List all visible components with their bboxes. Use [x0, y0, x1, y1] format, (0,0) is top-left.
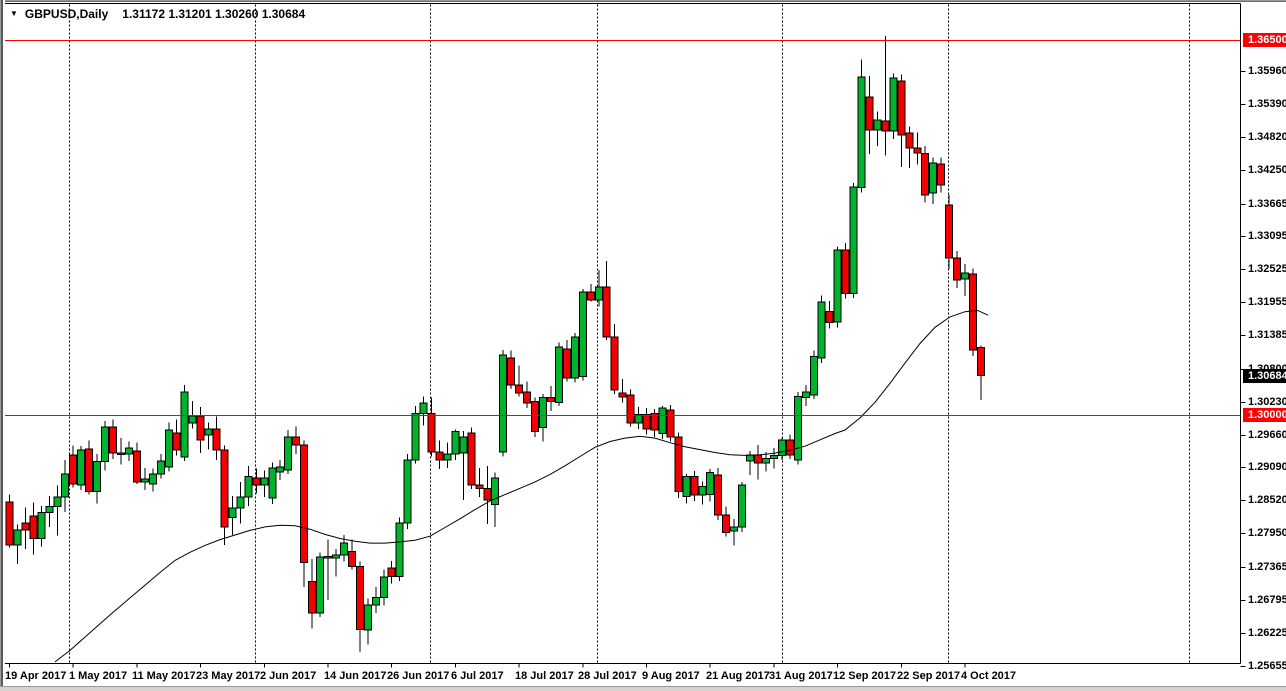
date-tick-label: 4 Oct 2017 [961, 670, 1017, 682]
price-tick-label: 1.35390 [1248, 98, 1286, 110]
price-tick-label: 1.34820 [1248, 131, 1286, 143]
date-tick-label: 1 May 2017 [69, 670, 128, 682]
date-tick-label: 21 Aug 2017 [706, 670, 770, 682]
price-tick-label: 1.33095 [1248, 230, 1286, 242]
window-top-edge [0, 0, 1286, 2]
price-tick-label: 1.26795 [1248, 594, 1286, 606]
price-tick-label: 1.30230 [1248, 396, 1286, 408]
date-tick-label: 11 May 2017 [132, 670, 196, 682]
hline-price-badge-1-36500: 1.36500 [1243, 33, 1286, 47]
date-tick-label: 19 Apr 2017 [5, 670, 67, 682]
price-tick-label: 1.33665 [1248, 198, 1286, 210]
price-tick-label: 1.25655 [1248, 660, 1286, 672]
date-tick-label: 6 Jul 2017 [451, 670, 504, 682]
date-tick-label: 31 Aug 2017 [769, 670, 833, 682]
date-tick-label: 2 Jun 2017 [260, 670, 317, 682]
hline-price-badge-1-30000: 1.30000 [1243, 408, 1286, 422]
price-tick-label: 1.27365 [1248, 561, 1286, 573]
price-tick-label: 1.28520 [1248, 494, 1286, 506]
date-tick-label: 26 Jun 2017 [387, 670, 450, 682]
date-tick-label: 28 Jul 2017 [578, 670, 637, 682]
date-tick-label: 14 Jun 2017 [324, 670, 387, 682]
ohlc-readout: 1.31172 1.31201 1.30260 1.30684 [122, 7, 306, 21]
date-tick-label: 18 Jul 2017 [515, 670, 574, 682]
date-tick-label: 22 Sep 2017 [897, 670, 960, 682]
price-tick-label: 1.35960 [1248, 65, 1286, 77]
date-tick-label: 23 May 2017 [196, 670, 261, 682]
date-tick-label: 12 Sep 2017 [833, 670, 896, 682]
date-tick-label: 9 Aug 2017 [642, 670, 700, 682]
price-tick-label: 1.29660 [1248, 429, 1286, 441]
price-tick-label: 1.32525 [1248, 263, 1286, 275]
chevron-down-icon[interactable]: ▼ [10, 9, 18, 18]
price-tick-label: 1.31385 [1248, 329, 1286, 341]
price-tick-label: 1.26225 [1248, 627, 1286, 639]
window-left-edge [0, 0, 5, 691]
price-tick-label: 1.29090 [1248, 461, 1286, 473]
chart-title: ▼ GBPUSD,Daily 1.31172 1.31201 1.30260 1.3… [10, 7, 305, 21]
window-bottom-edge [0, 686, 1286, 691]
price-tick-label: 1.27950 [1248, 527, 1286, 539]
symbol-period-label: GBPUSD,Daily [24, 7, 109, 21]
current-price-badge: 1.30684 [1243, 369, 1286, 383]
price-tick-label: 1.31955 [1248, 296, 1286, 308]
price-tick-label: 1.34250 [1248, 164, 1286, 176]
